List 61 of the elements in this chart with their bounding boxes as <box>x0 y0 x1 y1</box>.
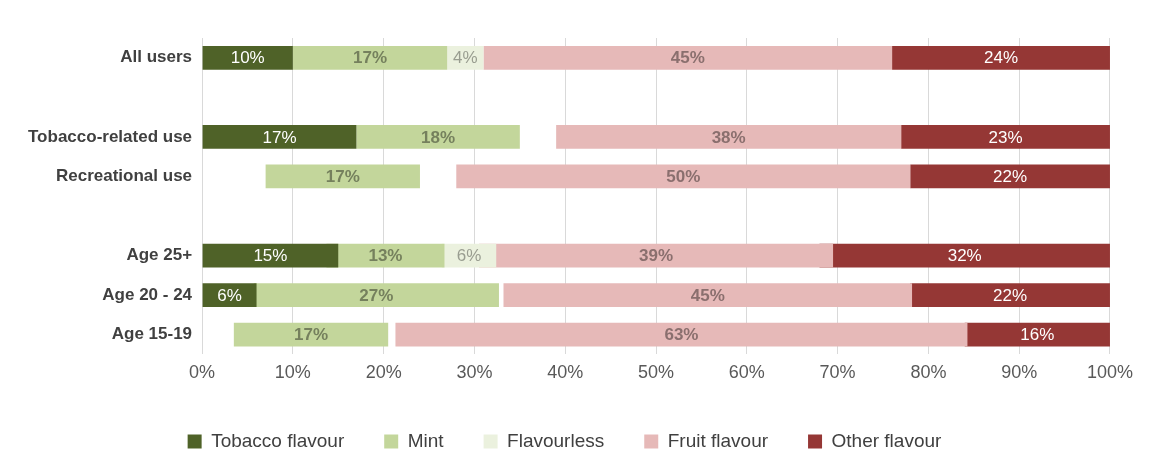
bar <box>356 125 520 149</box>
bar <box>556 125 902 149</box>
data-label: 50% <box>666 167 701 187</box>
bar <box>395 322 968 347</box>
x-tick-label: 10% <box>274 362 311 383</box>
y-tick-label: Tobacco-related use <box>27 126 193 146</box>
data-label: 22% <box>993 167 1028 187</box>
x-tick-label: 80% <box>910 362 947 383</box>
data-label: 4% <box>453 48 478 68</box>
data-label: 24% <box>984 48 1019 68</box>
data-label: 27% <box>359 285 394 305</box>
data-label: 17% <box>325 167 360 187</box>
data-label: 45% <box>670 48 705 68</box>
bar <box>910 164 1110 189</box>
bar <box>483 45 893 70</box>
x-tick-label: 50% <box>638 362 675 383</box>
x-tick-label: 30% <box>456 362 493 383</box>
bar <box>233 322 389 347</box>
data-label: 17% <box>294 325 329 345</box>
bar <box>456 164 911 189</box>
y-tick-label: Age 25+ <box>126 245 193 265</box>
y-tick-label: Age 20 - 24 <box>102 284 193 304</box>
x-tick-label: 90% <box>1001 362 1038 383</box>
x-tick-label: 60% <box>728 362 765 383</box>
legend-label: Mint <box>407 429 445 451</box>
data-label: 39% <box>639 246 674 266</box>
data-label: 16% <box>1020 325 1055 345</box>
x-tick-label: 70% <box>819 362 856 383</box>
x-tick-label: 20% <box>365 362 402 383</box>
legend-label: Flavourless <box>507 429 605 451</box>
x-tick-label: 100% <box>1086 362 1133 383</box>
bar <box>292 45 448 70</box>
data-label: 17% <box>262 127 297 147</box>
bar <box>503 283 913 307</box>
data-label: 38% <box>711 127 746 147</box>
legend-label: Tobacco flavour <box>211 429 345 451</box>
data-label: 32% <box>947 246 982 266</box>
bar <box>202 45 293 70</box>
y-tick-label: All users <box>120 47 193 67</box>
data-label: 23% <box>988 127 1023 147</box>
data-label: 63% <box>664 325 699 345</box>
data-label: 6% <box>217 285 242 305</box>
data-label: 15% <box>253 246 288 266</box>
y-tick-label: Recreational use <box>56 166 193 186</box>
x-tick-label: 0% <box>189 362 216 383</box>
data-label: 17% <box>353 48 388 68</box>
data-label: 22% <box>993 285 1028 305</box>
legend-label: Other flavour <box>831 429 943 451</box>
y-tick-label: Age 15-19 <box>111 324 193 344</box>
bar <box>910 283 1110 307</box>
bar <box>901 125 1110 149</box>
data-label: 6% <box>456 246 482 266</box>
data-label: 13% <box>368 246 403 266</box>
data-label: 18% <box>421 127 456 147</box>
data-label: 45% <box>690 285 725 305</box>
x-tick-label: 40% <box>547 362 584 383</box>
bar <box>892 45 1110 70</box>
bar <box>265 164 420 189</box>
bar <box>202 125 357 149</box>
legend-label: Fruit flavour <box>667 429 769 451</box>
data-label: 10% <box>230 48 265 68</box>
